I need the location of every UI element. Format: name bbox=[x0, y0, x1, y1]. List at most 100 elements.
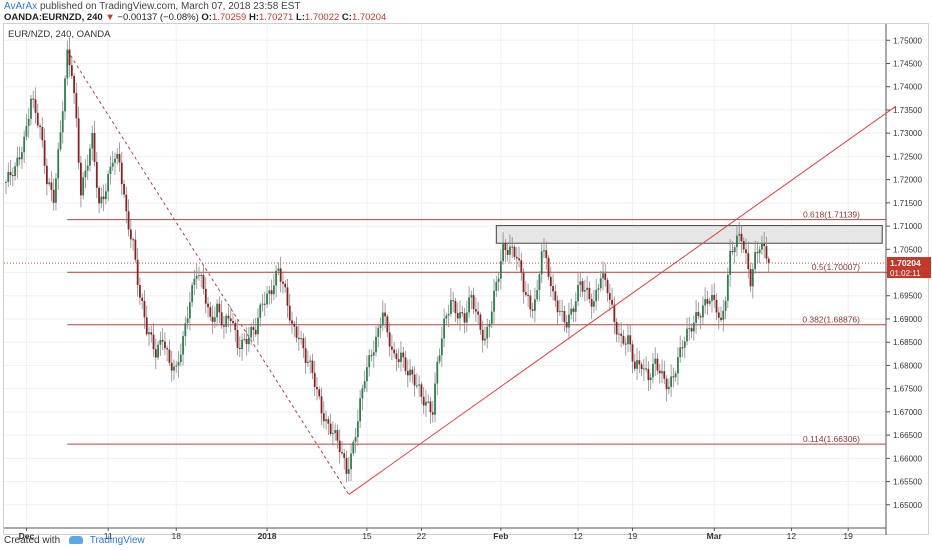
candle-body bbox=[136, 259, 139, 285]
candle-body bbox=[627, 335, 629, 345]
candle-body bbox=[722, 310, 725, 320]
candle-body bbox=[120, 162, 123, 185]
y-tick-label: 1.73500 bbox=[893, 106, 922, 115]
candle-body bbox=[420, 384, 423, 397]
candle-body bbox=[356, 421, 359, 438]
candle-body bbox=[73, 75, 75, 94]
candle-body bbox=[64, 78, 66, 112]
candle-body bbox=[602, 273, 604, 279]
candle-body bbox=[7, 171, 10, 182]
candle-body bbox=[717, 312, 720, 318]
candle-body bbox=[681, 347, 684, 349]
symbol-label: OANDA:EURNZD, 240 bbox=[4, 12, 103, 23]
published-text: published on TradingView.com, March 07, … bbox=[39, 1, 301, 12]
candle-body bbox=[250, 327, 253, 338]
countdown-label: 01:02:11 bbox=[890, 269, 921, 278]
low-label: L: bbox=[295, 12, 305, 23]
candle-body bbox=[608, 293, 611, 300]
candle-body bbox=[368, 355, 371, 368]
x-tick-label: Feb bbox=[493, 531, 508, 541]
candle-body bbox=[86, 165, 89, 171]
tradingview-brand[interactable]: TradingView bbox=[89, 535, 145, 546]
candle-body bbox=[170, 362, 173, 371]
candle-body bbox=[552, 286, 554, 292]
tradingview-logo-icon bbox=[68, 536, 83, 545]
candle-body bbox=[211, 316, 214, 322]
candle-body bbox=[16, 157, 19, 167]
candle-body bbox=[245, 338, 248, 345]
candle-body bbox=[409, 369, 411, 376]
candle-body bbox=[502, 243, 505, 262]
candle-body bbox=[102, 196, 105, 200]
candle-body bbox=[606, 279, 609, 294]
candle-body bbox=[720, 317, 722, 320]
candle-body bbox=[761, 243, 763, 250]
candle-body bbox=[279, 268, 282, 282]
candle-body bbox=[654, 358, 657, 364]
candle-body bbox=[68, 49, 71, 66]
candle-body bbox=[549, 276, 552, 287]
close-value: 1.70204 bbox=[351, 12, 387, 23]
author-link[interactable]: AvArAx bbox=[4, 1, 38, 12]
candle-body bbox=[175, 365, 178, 367]
candle-body bbox=[661, 371, 663, 374]
candle-body bbox=[207, 303, 209, 308]
countdown-tag bbox=[887, 268, 931, 279]
y-tick-label: 1.71000 bbox=[893, 222, 922, 231]
candle-body bbox=[640, 364, 643, 370]
candle-body bbox=[425, 401, 427, 406]
candle-body bbox=[204, 288, 207, 304]
candle-body bbox=[658, 370, 661, 374]
candle-body bbox=[152, 334, 155, 350]
candle-body bbox=[61, 111, 64, 133]
candle-body bbox=[320, 396, 323, 414]
candle-body bbox=[261, 303, 264, 305]
candle-body bbox=[740, 233, 743, 242]
candle-body bbox=[563, 310, 566, 323]
candle-body bbox=[304, 348, 307, 364]
candle-body bbox=[599, 278, 602, 289]
candle-body bbox=[697, 312, 700, 317]
candle-body bbox=[370, 355, 373, 357]
candle-body bbox=[30, 98, 32, 119]
candle-body bbox=[570, 308, 573, 315]
candle-body bbox=[20, 152, 23, 160]
candle-body bbox=[586, 287, 589, 291]
candle-body bbox=[742, 241, 745, 250]
candle-body bbox=[379, 325, 382, 328]
candle-body bbox=[309, 360, 312, 362]
high-value: 1.70271 bbox=[258, 12, 294, 23]
candle-body bbox=[70, 65, 73, 76]
candle-body bbox=[754, 252, 756, 270]
candle-body bbox=[313, 372, 316, 388]
candle-body bbox=[547, 257, 550, 277]
candle-body bbox=[677, 357, 679, 374]
candle-body bbox=[711, 294, 713, 301]
candle-body bbox=[268, 290, 271, 294]
y-tick-label: 1.72000 bbox=[893, 176, 922, 185]
y-tick-label: 1.68500 bbox=[893, 338, 922, 347]
y-tick-label: 1.67500 bbox=[893, 385, 922, 394]
candle-body bbox=[59, 132, 62, 150]
candle-body bbox=[756, 252, 759, 254]
candle-body bbox=[45, 165, 48, 185]
x-tick-label: 19 bbox=[843, 531, 853, 541]
candle-body bbox=[270, 290, 273, 295]
candle-body bbox=[377, 327, 380, 337]
change-text: −0.00137 (−0.08%) bbox=[117, 12, 199, 23]
candle-body bbox=[336, 430, 339, 441]
candle-body bbox=[334, 430, 337, 434]
candle-body bbox=[593, 301, 595, 307]
fib-level-label: 0.618(1.71139) bbox=[803, 210, 860, 220]
candle-body bbox=[82, 177, 85, 196]
candle-body bbox=[431, 412, 434, 415]
candle-body bbox=[497, 278, 500, 282]
candle-body bbox=[758, 249, 761, 254]
candle-body bbox=[161, 339, 164, 342]
candle-body bbox=[690, 328, 693, 332]
candle-body bbox=[588, 287, 591, 300]
candle-body bbox=[522, 272, 525, 293]
footer: Created with TradingView bbox=[4, 535, 145, 550]
candle-body bbox=[579, 281, 582, 285]
